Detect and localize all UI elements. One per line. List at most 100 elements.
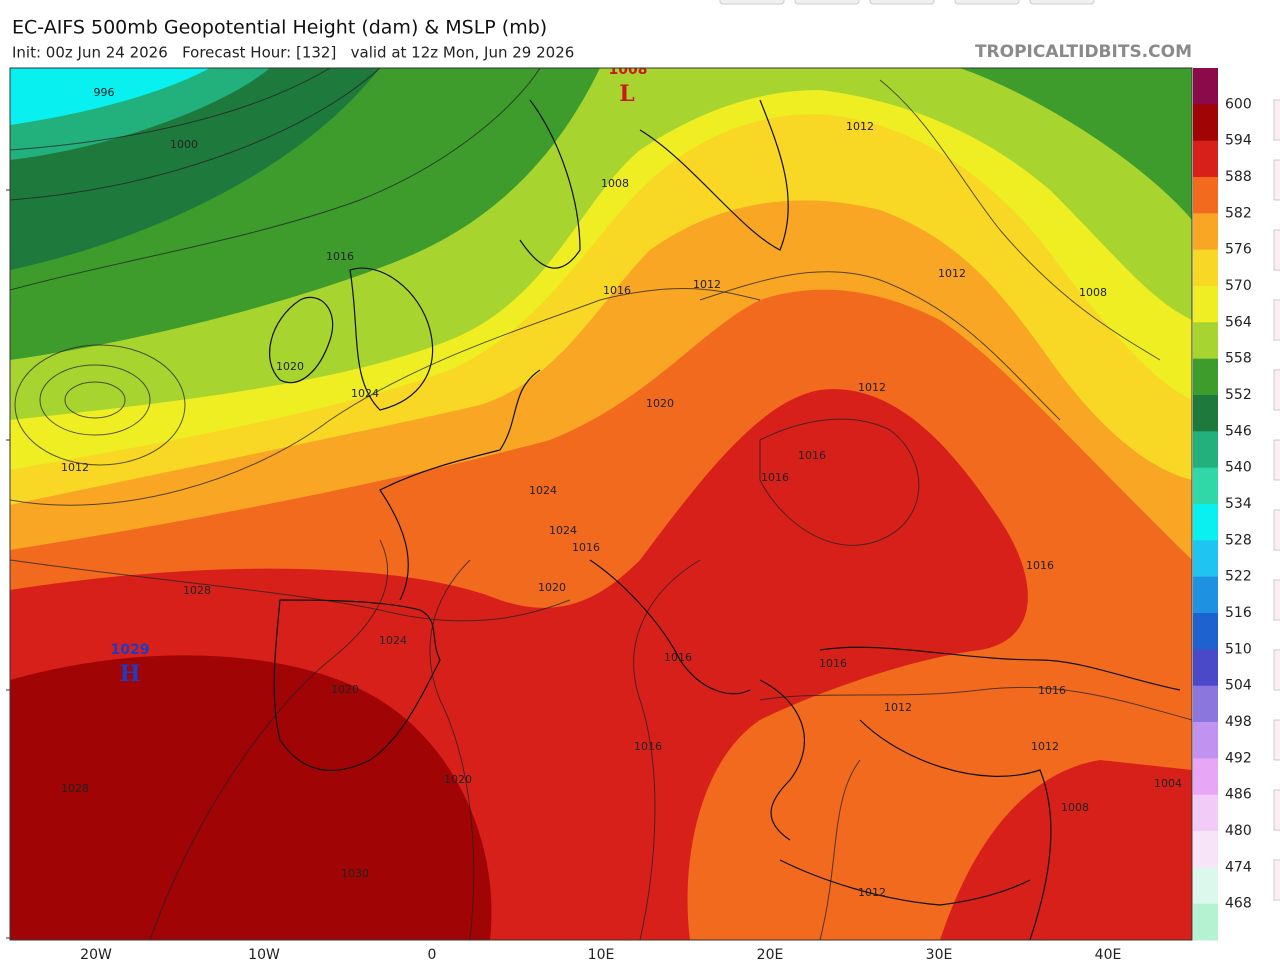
longitude-labels: 20W 10W 0 10E 20E 30E 40E [80, 947, 1121, 963]
isobar-label: 1016 [664, 651, 692, 664]
longitude-label: 20E [757, 947, 784, 963]
colorbar-swatch [1193, 431, 1218, 469]
colorbar-swatch [1193, 177, 1218, 214]
map-frame [9, 67, 1193, 941]
isobar-label: 1012 [858, 886, 886, 899]
colorbar-label: 600 [1225, 96, 1252, 112]
colorbar-swatch [1193, 504, 1218, 541]
isobar-label: 1020 [276, 360, 304, 373]
colorbar-label: 540 [1225, 460, 1252, 476]
colorbar-label: 504 [1225, 678, 1252, 694]
coastlines [269, 99, 1181, 940]
isobar-label: 1016 [1038, 684, 1066, 697]
title: EC-AIFS 500mb Geopotential Height (dam) … [12, 17, 547, 39]
high-pressure-letter: H [120, 661, 141, 687]
colorbar-swatch [1193, 358, 1218, 396]
colorbar-swatch [1193, 758, 1218, 796]
colorbar-label: 546 [1225, 423, 1252, 439]
isobar-label: 1016 [603, 284, 631, 297]
isobar-label: 1024 [549, 524, 577, 537]
colorbar-label: 582 [1225, 205, 1252, 221]
colorbar-swatch [1193, 903, 1218, 941]
isobar-labels: 996 1000 1012 1028 1028 1020 1024 1016 1008 1016 1… [61, 86, 1182, 899]
isobar-label: 1008 [601, 177, 629, 190]
colorbar-swatch [1193, 540, 1218, 578]
isobar-label: 1008 [1061, 801, 1089, 814]
longitude-label: 10W [248, 947, 280, 963]
isobar-label: 1008 [1079, 286, 1107, 299]
isobar-label: 1012 [884, 701, 912, 714]
side-buttons [1273, 99, 1280, 901]
colorbar-label: 576 [1225, 242, 1252, 258]
isobar-label: 1024 [529, 484, 557, 497]
colorbar-swatch [1193, 68, 1218, 105]
isobar-label: 996 [94, 86, 115, 99]
map: 996 1000 1012 1028 1028 1020 1024 1016 1008 1016 1… [10, 62, 1192, 940]
colorbar-swatch [1193, 649, 1218, 687]
colorbar-swatch [1193, 322, 1218, 360]
isobar-label: 1024 [379, 634, 407, 647]
colorbar-swatch [1193, 249, 1218, 287]
colorbar-swatch [1193, 576, 1218, 614]
colorbar-swatch [1193, 794, 1218, 832]
isobar-label: 1016 [798, 449, 826, 462]
watermark: TROPICALTIDBITS.COM [975, 42, 1192, 62]
colorbar-label: 564 [1225, 314, 1252, 330]
isobar-label: 1016 [819, 657, 847, 670]
longitude-label: 10E [588, 947, 615, 963]
isobar-label: 1012 [693, 278, 721, 291]
longitude-label: 0 [428, 947, 437, 963]
colorbar-label: 510 [1225, 641, 1252, 657]
colorbar-label: 486 [1225, 787, 1252, 803]
colorbar-label: 588 [1225, 169, 1252, 185]
isobar-label: 1028 [61, 782, 89, 795]
colorbar-swatch [1193, 140, 1218, 178]
colorbar-swatch [1193, 104, 1218, 142]
subtitle: Init: 00z Jun 24 2026 Forecast Hour: [13… [12, 44, 574, 62]
colorbar-swatch [1193, 213, 1218, 251]
colorbar-swatch [1193, 685, 1218, 723]
colorbar: 600 594 588 582 576 570 564 558 552 546 540 534 528 5… [1193, 68, 1252, 941]
isobar-label: 1030 [341, 867, 369, 880]
isobar-label: 1024 [351, 387, 379, 400]
colorbar-swatch [1193, 286, 1218, 323]
isobar-label: 1016 [326, 250, 354, 263]
colorbar-label: 492 [1225, 750, 1252, 766]
isobar-label: 1020 [646, 397, 674, 410]
isobar-label: 1000 [170, 138, 198, 151]
colorbar-swatch [1193, 467, 1218, 505]
isobar-label: 1020 [444, 773, 472, 786]
colorbar-label: 552 [1225, 387, 1252, 403]
low-pressure-letter: L [619, 81, 634, 107]
longitude-label: 30E [926, 947, 953, 963]
colorbar-label: 558 [1225, 351, 1252, 367]
isobar-label: 1012 [938, 267, 966, 280]
isobar-label: 1012 [846, 120, 874, 133]
isobar-label: 1016 [634, 740, 662, 753]
isobar-label: 1020 [331, 683, 359, 696]
isobar-label: 1012 [858, 381, 886, 394]
colorbar-label: 594 [1225, 133, 1252, 149]
colorbar-swatch [1193, 395, 1218, 432]
colorbar-swatch [1193, 722, 1218, 759]
isobar-label: 1016 [1026, 559, 1054, 572]
isobar-label: 1020 [538, 581, 566, 594]
left-ticks [6, 189, 10, 939]
top-buttons [719, 0, 1095, 5]
low-pressure-value: 1008 [609, 62, 648, 78]
isobar-label: 1028 [183, 584, 211, 597]
high-pressure-value: 1029 [111, 642, 150, 658]
isobars [10, 68, 1192, 940]
colorbar-label: 474 [1225, 859, 1252, 875]
longitude-label: 20W [80, 947, 112, 963]
colorbar-swatch [1193, 867, 1218, 905]
colorbar-label: 498 [1225, 714, 1252, 730]
isobar-label: 1016 [572, 541, 600, 554]
colorbar-swatch [1193, 831, 1218, 868]
colorbar-label: 516 [1225, 605, 1252, 621]
colorbar-swatch [1193, 613, 1218, 650]
longitude-label: 40E [1095, 947, 1122, 963]
colorbar-label: 522 [1225, 569, 1252, 585]
